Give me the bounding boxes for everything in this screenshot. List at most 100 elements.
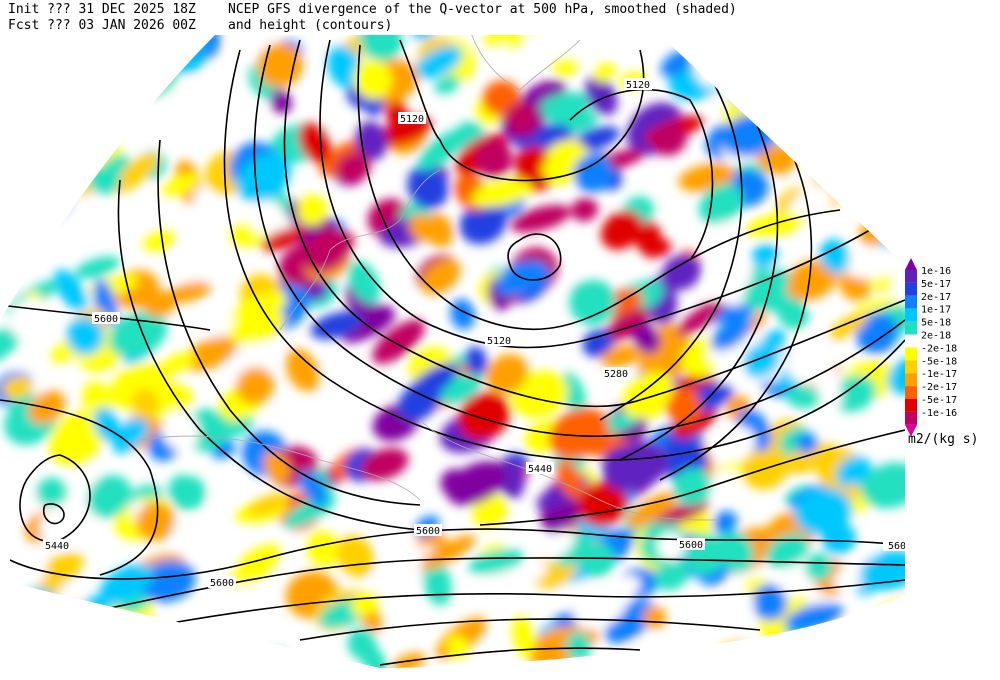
shading-cell: [132, 388, 159, 418]
shading-cell: [327, 45, 361, 88]
shading-cell: [421, 259, 461, 295]
shading-cell: [263, 450, 291, 483]
shading-cell: [831, 375, 877, 412]
contour-label: 5440: [528, 464, 552, 475]
shading-cell: [31, 69, 78, 110]
shading-cell: [285, 349, 320, 392]
shading-cell: [539, 529, 575, 561]
shading-cell: [193, 189, 222, 221]
contour-label-box: [677, 538, 705, 550]
shading-cell: [353, 59, 393, 100]
shading-cell: [573, 154, 614, 193]
shading-cell: [397, 380, 441, 422]
shading-cell: [135, 502, 176, 541]
shading-cell: [296, 194, 328, 226]
legend-swatch: [905, 399, 917, 412]
shading-cell: [261, 226, 306, 251]
shading-cell: [22, 106, 45, 128]
shading-cell: [761, 330, 787, 354]
legend-swatch: [905, 386, 917, 399]
shading-cell: [381, 530, 419, 560]
shading-cell: [585, 75, 618, 116]
shading-cell: [878, 149, 905, 171]
shading-cell: [815, 145, 861, 182]
legend-arrow-top: [905, 258, 917, 270]
shading-cell: [8, 298, 56, 341]
shading-cell: [359, 35, 403, 62]
shading-cell: [751, 243, 778, 269]
legend-swatch: [905, 334, 917, 348]
shading-cell: [860, 462, 905, 509]
shading-cell: [785, 259, 838, 301]
shading-cell: [571, 197, 599, 222]
shading-cell: [45, 35, 76, 59]
contour-label: 5600: [679, 540, 703, 551]
contour-label: 5120: [400, 114, 424, 125]
shading-cell: [772, 111, 806, 132]
shading-cell: [58, 602, 91, 644]
shading-cell: [643, 606, 667, 629]
legend-swatch: [905, 270, 917, 283]
shading-cell: [87, 37, 111, 70]
fcst-text: Fcst ??? 03 JAN 2026 00Z: [8, 18, 196, 33]
contour-label-box: [208, 576, 236, 588]
legend-label: 2e-17: [921, 292, 951, 303]
shading-cell: [1, 47, 48, 92]
contour-label: 5600: [94, 314, 118, 325]
shading-cell: [853, 54, 883, 99]
shading-cell: [506, 102, 537, 134]
shading-cell: [0, 152, 44, 175]
shading-cell: [858, 169, 883, 205]
shading-cell: [819, 238, 850, 274]
shading-cell: [307, 530, 340, 568]
shading-cell: [844, 246, 905, 279]
shading-cell: [0, 600, 16, 639]
contour-label-box: [602, 367, 630, 379]
shading-cell: [22, 175, 62, 218]
shading-cell: [310, 311, 363, 340]
shading-cell: [650, 238, 672, 257]
shading-cell: [336, 535, 375, 578]
shading-cell: [888, 35, 905, 76]
legend-swatch: [905, 308, 917, 322]
shading-cell: [227, 543, 281, 589]
shading-cell: [593, 62, 616, 83]
shading-cell: [0, 35, 37, 80]
shading-cell: [485, 354, 528, 394]
legend-swatch: [905, 360, 917, 374]
shading-cell: [602, 445, 646, 492]
contour-label: 5600: [210, 578, 234, 589]
shading-cell: [580, 542, 616, 578]
shading-cell: [707, 425, 756, 463]
shading-cell: [716, 588, 755, 626]
shading-cell: [796, 433, 818, 454]
shading-cell: [48, 411, 105, 466]
legend-label: 1e-16: [921, 266, 951, 277]
shading-cell: [743, 268, 790, 309]
shading-cell: [298, 122, 332, 164]
shading-cell: [758, 595, 808, 635]
contour-label-box: [43, 539, 71, 551]
shading-cell: [472, 493, 508, 528]
legend-label: 5e-17: [921, 279, 951, 290]
shading-cell: [18, 198, 53, 222]
shading-cell: [74, 256, 121, 279]
shading-cell: [86, 475, 132, 519]
shading-cell: [372, 319, 425, 364]
shading-cell: [468, 549, 524, 575]
shading-cell: [0, 160, 31, 181]
shading-cell: [142, 290, 177, 318]
contour-label: 5280: [604, 369, 628, 380]
legend-label: -2e-17: [921, 382, 957, 393]
shading-cell: [348, 260, 381, 304]
shading-cell: [661, 254, 702, 291]
shading-cell: [470, 179, 533, 208]
shading-cell: [510, 205, 571, 233]
shading-cell: [610, 307, 650, 333]
shading-cell: [33, 46, 85, 96]
shading-cell: [665, 386, 702, 424]
shading-cell: [809, 46, 845, 84]
shading-cell: [497, 35, 525, 50]
shading-cell: [183, 336, 238, 371]
shading-cell: [0, 154, 49, 195]
